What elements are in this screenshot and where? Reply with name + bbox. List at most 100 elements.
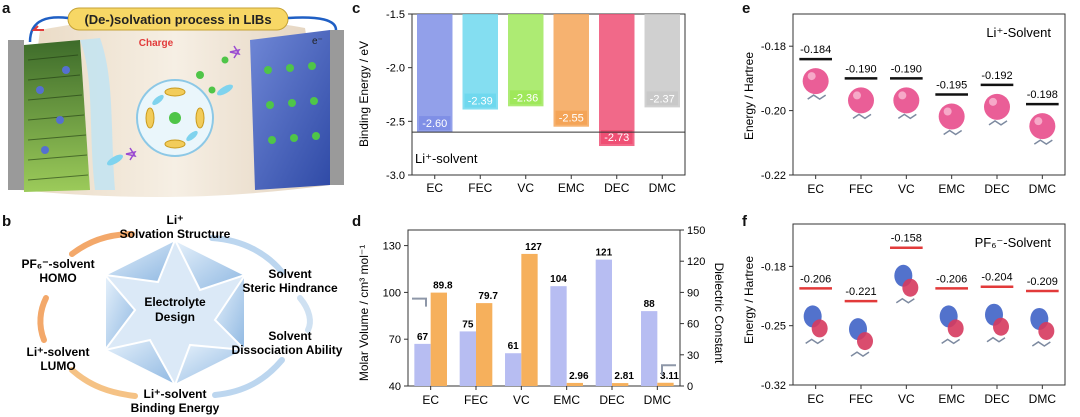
chart-e-annotation: Li⁺-Solvent (986, 25, 1051, 40)
chart-f-molecule-skeleton (986, 336, 1006, 343)
chart-f-orbital-lobe-red (811, 319, 828, 338)
chart-e-ylabel: Energy / Hartree (742, 52, 756, 140)
electron-label: e⁻ (312, 36, 323, 47)
chart-e-value-label: -0.198 (1027, 89, 1058, 101)
chart-f-molecule-skeleton (805, 338, 825, 345)
chart-e-molecule-skeleton (1033, 139, 1053, 146)
chart-d-dielectric-label: 3.11 (660, 371, 679, 382)
chart-e-molecule-skeleton (988, 119, 1008, 126)
chart-c: Binding Energy / eV Li⁺-solvent -1.5 -2.0… (357, 9, 686, 195)
chart-e-molecule-skeleton (943, 129, 963, 136)
chart-f-molecule-skeleton (1031, 341, 1051, 347)
chart-f-value-label: -0.158 (891, 233, 922, 245)
chart-d-category-label: EMC (553, 393, 580, 407)
chart-c-bar-dec (599, 14, 635, 147)
cycle-arrow-1 (209, 235, 285, 275)
chart-e: Energy / Hartree Li⁺-Solvent -0.18 -0.20 -… (742, 13, 1066, 196)
electron-path-left (28, 16, 69, 43)
chart-d-bar-molar-volume-dec (595, 259, 612, 386)
chart-c-category-label: EC (426, 181, 443, 195)
chart-e-ytick-label: -0.22 (761, 170, 786, 182)
chart-d-ylabel-left: Molar Volume / cm³ mol⁻¹ (357, 245, 371, 381)
chart-d-dielectric-label: 2.81 (614, 371, 634, 382)
panel-label-c: c (352, 0, 361, 17)
chart-f-molecule-skeleton (941, 338, 961, 345)
chart-d-ytick-right-label: 0 (687, 381, 693, 393)
current-collector-right (330, 30, 344, 185)
chart-d-molar-volume-label: 88 (644, 299, 656, 310)
chart-d-bar-dielectric-ec (430, 292, 447, 386)
chart-c-ytick-label: -2.5 (386, 116, 405, 128)
chart-e-orbital-blob (984, 93, 1010, 120)
chart-f-value-label: -0.209 (1027, 276, 1058, 288)
cycle-arrow-5 (37, 295, 49, 343)
chart-d-ytick-left-label: 130 (383, 241, 401, 253)
chart-c-value-label: -2.36 (513, 92, 538, 104)
chart-d-ytick-right-label: 120 (687, 256, 705, 268)
chart-f-molecule-skeleton (850, 351, 870, 358)
chart-e-orbital-highlight (989, 97, 997, 106)
chart-d-ylabel-right: Dielectric Constant (712, 263, 726, 364)
chart-d-dielectric-label: 79.7 (478, 291, 498, 302)
panel-b-diagram: Electrolyte Design Li⁺ Solvation Structu… (21, 213, 343, 415)
chart-c-value-label: -2.73 (604, 132, 629, 144)
chart-e-orbital-highlight (1034, 117, 1043, 126)
chart-e-orbital-blob (893, 87, 920, 114)
panel-a-illustration: (De-)solvation process in LIBs Charge e⁻ (8, 7, 344, 197)
chart-d-bar-molar-volume-vc (505, 353, 522, 386)
chart-f-value-label: -0.206 (800, 273, 831, 285)
chart-e-ytick-label: -0.20 (761, 106, 786, 118)
chart-e-category-label: VC (898, 182, 915, 196)
chart-f-ylabel: Energy / Hartree (742, 256, 756, 344)
chart-c-value-box (419, 116, 451, 131)
chart-f-orbital-lobe-red (993, 317, 1009, 336)
chart-f-orbital-lobe-red (947, 319, 964, 338)
chart-d-molar-volume-label: 104 (550, 274, 567, 285)
chart-d-category-label: EC (422, 393, 439, 407)
node-3-line1: Solvent (268, 329, 311, 343)
chart-d-molar-volume-label: 121 (595, 248, 612, 259)
chart-d-molar-volume-label: 61 (508, 341, 520, 352)
chart-d-dielectric-label: 127 (525, 242, 542, 253)
node-3-line2: Dissociation Ability (232, 343, 343, 357)
chart-c-bar-ec (417, 14, 453, 133)
chart-f-ytick-label: -0.25 (761, 321, 786, 333)
chart-e-orbital-highlight (943, 107, 952, 116)
chart-d: Molar Volume / cm³ mol⁻¹ Dielectric Cons… (357, 225, 726, 407)
chart-d-ytick-right-label: 60 (687, 319, 699, 331)
chart-c-category-label: EMC (558, 181, 585, 195)
chart-d-bar-dielectric-dmc (657, 382, 674, 386)
chart-c-value-box (601, 130, 633, 145)
chart-e-value-label: -0.195 (936, 80, 967, 92)
chart-f-category-label: DMC (1029, 392, 1057, 406)
chart-c-bar-emc (553, 14, 589, 127)
chart-f-orbital-lobe-red (1038, 321, 1055, 340)
cycle-arrow-4 (69, 367, 138, 399)
charge-label: Charge (139, 38, 174, 49)
chart-c-category-label: DMC (649, 181, 677, 195)
node-5-line1: Li⁺-solvent (26, 345, 89, 359)
chart-c-frame (411, 13, 686, 176)
chart-c-category-label: DEC (604, 181, 630, 195)
chart-e-category-label: FEC (849, 182, 873, 196)
chart-e-category-label: EMC (938, 182, 965, 196)
chart-f-annotation: PF₆⁻-Solvent (975, 235, 1052, 250)
chart-f-value-label: -0.206 (936, 273, 967, 285)
chart-d-ytick-left-label: 100 (383, 287, 401, 299)
chart-f-category-label: DEC (984, 392, 1010, 406)
chart-c-value-label: -2.37 (650, 93, 675, 105)
panel-label-d: d (352, 213, 362, 230)
chart-c-value-label: -2.60 (422, 118, 447, 130)
chart-e-orbital-highlight (898, 91, 907, 100)
chart-f-ytick-label: -0.18 (761, 261, 786, 273)
cycle-arrow-3 (212, 357, 285, 398)
electron-path-right (287, 16, 338, 31)
chart-f: Energy / Hartree PF₆⁻-Solvent -0.18 -0.25… (742, 223, 1066, 406)
title-banner-text: (De-)solvation process in LIBs (84, 12, 271, 27)
chart-d-bar-dielectric-vc (521, 253, 538, 386)
chart-d-bar-molar-volume-dmc (641, 311, 658, 386)
chart-e-value-label: -0.192 (981, 70, 1012, 82)
chart-c-category-label: FEC (468, 181, 492, 195)
panel-label-e: e (742, 0, 751, 17)
chart-c-ytick-label: -1.5 (386, 9, 405, 21)
